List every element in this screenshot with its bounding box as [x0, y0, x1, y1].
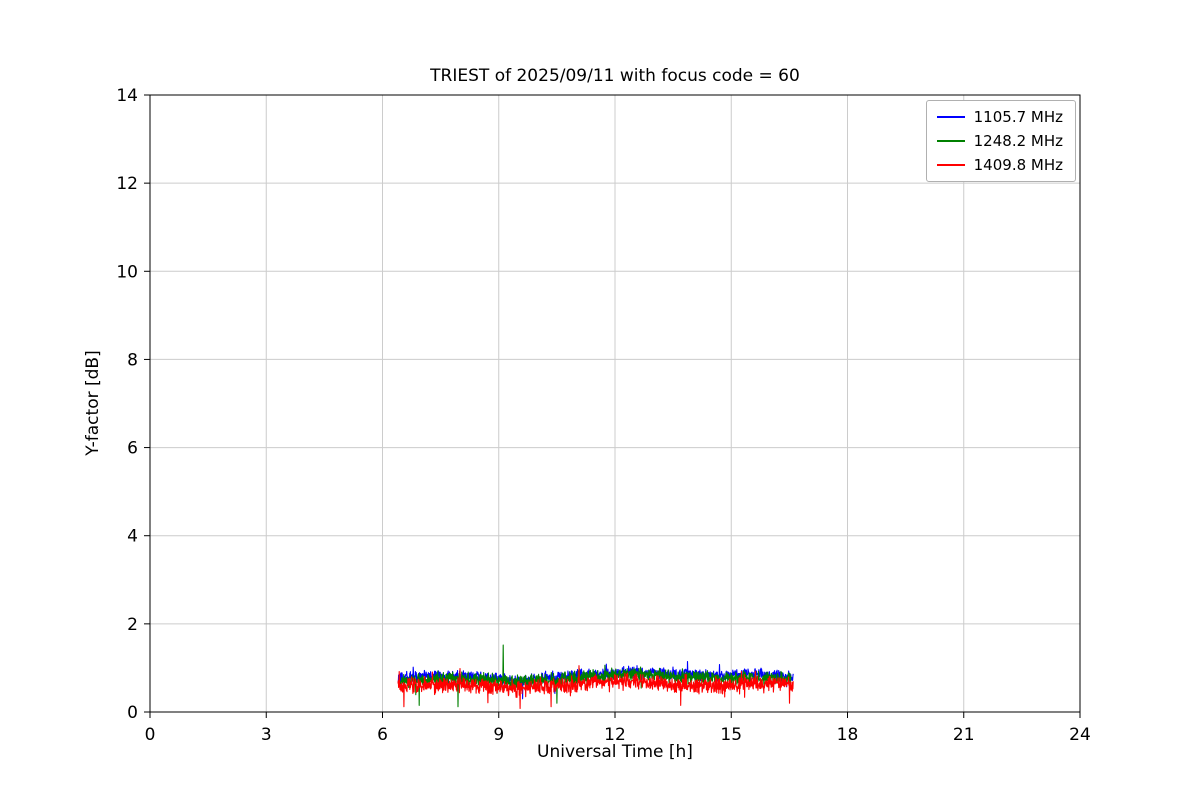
y-axis-label: Y-factor [dB] [83, 350, 103, 456]
x-tick-label: 9 [493, 725, 504, 745]
legend-label: 1248.2 MHz [973, 132, 1063, 150]
y-tick-label: 0 [127, 703, 138, 723]
y-tick-label: 2 [127, 615, 138, 635]
y-tick-label: 10 [116, 262, 138, 282]
legend-label: 1105.7 MHz [973, 108, 1063, 126]
legend-line-swatch [936, 164, 965, 166]
y-tick-label: 6 [127, 439, 138, 459]
legend-item: 1248.2 MHz [936, 132, 1063, 150]
y-tick-label: 12 [116, 174, 138, 194]
x-tick-label: 15 [720, 725, 742, 745]
x-tick-label: 21 [953, 725, 975, 745]
legend-item: 1409.8 MHz [936, 156, 1063, 174]
x-tick-label: 3 [261, 725, 272, 745]
x-tick-label: 0 [145, 725, 156, 745]
x-tick-label: 12 [604, 725, 626, 745]
x-axis-label: Universal Time [h] [537, 742, 693, 762]
x-tick-label: 24 [1069, 725, 1091, 745]
legend-item: 1105.7 MHz [936, 108, 1063, 126]
x-tick-label: 6 [377, 725, 388, 745]
legend-line-swatch [936, 116, 965, 118]
legend-line-swatch [936, 140, 965, 142]
x-tick-label: 18 [837, 725, 859, 745]
legend: 1105.7 MHz 1248.2 MHz 1409.8 MHz [925, 100, 1076, 182]
y-tick-label: 4 [127, 527, 138, 547]
chart-title: TRIEST of 2025/09/11 with focus code = 6… [430, 66, 800, 86]
y-tick-label: 14 [116, 86, 138, 106]
series-line-1409-8-mhz [397, 665, 794, 710]
y-tick-label: 8 [127, 350, 138, 370]
legend-label: 1409.8 MHz [973, 156, 1063, 174]
